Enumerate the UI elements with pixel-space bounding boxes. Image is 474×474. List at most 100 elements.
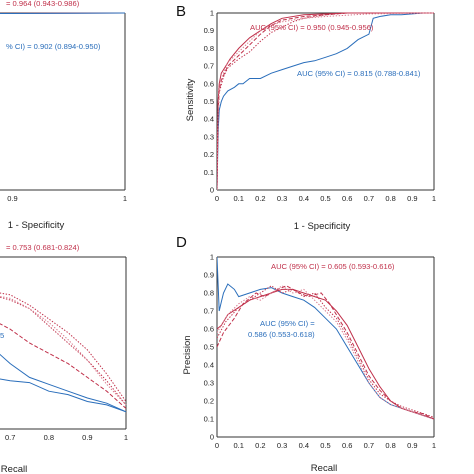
panel-b-x-tick-label: 0.9 bbox=[407, 194, 417, 203]
panel-d-x-tick-label: 0.1 bbox=[233, 441, 243, 450]
panel-d-series-line-4 bbox=[217, 285, 435, 418]
panel-c-x-tick-label: 1 bbox=[124, 433, 128, 442]
panel-b-series-line-3 bbox=[217, 12, 434, 191]
panel-d: D 0 0.1 0.2 0.3 0.4 0.5 0.6 0.7 0.8 0.9 1 0 0.1 0.2 0.… bbox=[176, 234, 436, 474]
panel-d-x-tick-label: 0.7 bbox=[364, 441, 374, 450]
panel-d-x-tick-label: 0.5 bbox=[320, 441, 330, 450]
panel-d-x-tick-label: 0.3 bbox=[277, 441, 287, 450]
panel-d-y-tick-label: 0.7 bbox=[204, 307, 214, 316]
panel-b-x-tick-label: 0.2 bbox=[255, 194, 265, 203]
panel-b-xlabel: 1 - Specificity bbox=[294, 221, 351, 232]
panel-b-y-tick-label: 0.8 bbox=[204, 44, 214, 53]
panel-b-y-tick-label: 0.6 bbox=[204, 79, 214, 88]
panel-b-y-tick-label: 0 bbox=[210, 186, 214, 195]
panel-c-series-line-1 bbox=[0, 378, 127, 413]
panel-a-auc-annotation: = 0.964 (0.943-0.986) bbox=[6, 0, 80, 8]
panel-d-x-tick-label: 0.2 bbox=[255, 441, 265, 450]
panel-b-y-tick-label: 0.5 bbox=[204, 97, 214, 106]
panel-b-y-tick-label: 0.1 bbox=[204, 168, 214, 177]
panel-b-auc-annotation: AUC (95% CI) = 0.950 (0.945-0.956) bbox=[250, 23, 374, 32]
panel-b-y-tick-label: 0.7 bbox=[204, 62, 214, 71]
panel-d-auc-annotation: AUC (95% CI) = 0.605 (0.593-0.616) bbox=[271, 262, 395, 271]
panel-d-x-tick-label: 0 bbox=[215, 441, 219, 450]
panel-d-y-tick-label: 0.4 bbox=[204, 361, 214, 370]
panel-a: 0.9 1 = 0.964 (0.943-0.986) % CI) = 0.902 (… bbox=[0, 0, 127, 231]
panel-a-series-line-2 bbox=[0, 12, 126, 15]
panel-c-x-tick-label: 0.7 bbox=[5, 433, 15, 442]
panel-c-series-line-2 bbox=[0, 353, 127, 413]
panel-c-series-line-5 bbox=[0, 295, 127, 406]
panel-c-x-tick-label: 0.8 bbox=[44, 433, 54, 442]
panel-b-letter: B bbox=[176, 3, 186, 20]
panel-c-series-line-4 bbox=[0, 296, 127, 406]
panel-b-series-group bbox=[217, 12, 435, 191]
panel-b-x-tick-label: 0.8 bbox=[385, 194, 395, 203]
panel-b-x-tick-label: 0.5 bbox=[320, 194, 330, 203]
panel-b: B 0 0.1 0.2 0.3 0.4 0.5 0.6 0.7 0.8 0.9 1 0 0.1 0.2 0.… bbox=[176, 3, 436, 232]
panel-b-auc-annotation: AUC (95% CI) = 0.815 (0.788-0.841) bbox=[297, 69, 421, 78]
panel-a-x-tick-label: 0.9 bbox=[7, 194, 17, 203]
panel-c: 0.7 0.8 0.9 1 = 0.753 (0.681-0.824) 5 Recall bbox=[0, 243, 128, 474]
panel-c-series-line-6 bbox=[0, 292, 127, 402]
panel-b-series-line-4 bbox=[217, 12, 434, 191]
panel-d-auc-annotation: 0.586 (0.553-0.618) bbox=[248, 330, 315, 339]
panel-d-series-line-5 bbox=[217, 285, 435, 420]
panel-b-series-line-2 bbox=[217, 12, 434, 191]
panel-d-auc-annotation: AUC (95% CI) = bbox=[260, 319, 315, 328]
panel-d-series-line-1 bbox=[217, 256, 435, 420]
panel-d-axes: 0 0.1 0.2 0.3 0.4 0.5 0.6 0.7 0.8 0.9 1 0 0.1 0.2 0.3 0… bbox=[204, 253, 437, 451]
panel-d-y-tick-label: 0.1 bbox=[204, 415, 214, 424]
panel-a-xlabel: 1 - Specificity bbox=[8, 220, 65, 231]
panel-d-y-tick-label: 0.5 bbox=[204, 343, 214, 352]
panel-a-series-group bbox=[0, 12, 126, 15]
panel-d-series-line-2 bbox=[217, 288, 435, 420]
panel-b-x-tick-label: 0.6 bbox=[342, 194, 352, 203]
panel-d-letter: D bbox=[176, 234, 187, 251]
panel-c-series-group bbox=[0, 292, 127, 413]
panel-b-series-line-5 bbox=[217, 12, 435, 191]
panel-d-y-tick-label: 0.9 bbox=[204, 271, 214, 280]
panel-b-x-tick-label: 0 bbox=[215, 194, 219, 203]
panel-c-auc-annotation: 5 bbox=[0, 331, 4, 340]
panel-d-y-tick-label: 0.8 bbox=[204, 289, 214, 298]
panel-b-y-tick-label: 1 bbox=[210, 9, 214, 18]
panel-d-xlabel: Recall bbox=[311, 463, 337, 474]
panel-d-ylabel: Precision bbox=[182, 335, 193, 374]
panel-c-xlabel: Recall bbox=[1, 464, 27, 474]
panel-a-auc-annotation: % CI) = 0.902 (0.894-0.950) bbox=[6, 42, 101, 51]
panel-d-plot: 0 0.1 0.2 0.3 0.4 0.5 0.6 0.7 0.8 0.9 1 0 0.1 0.2 0.3 0… bbox=[204, 253, 437, 451]
panel-b-axes: 0 0.1 0.2 0.3 0.4 0.5 0.6 0.7 0.8 0.9 1 0 0.1 0.2 0.3 0… bbox=[204, 9, 437, 204]
panel-b-y-tick-label: 0.9 bbox=[204, 26, 214, 35]
panel-b-x-tick-label: 0.3 bbox=[277, 194, 287, 203]
panel-d-series-line-3 bbox=[217, 285, 435, 420]
panel-b-y-tick-label: 0.4 bbox=[204, 115, 214, 124]
panel-d-x-tick-label: 1 bbox=[432, 441, 436, 450]
panel-b-x-tick-label: 1 bbox=[432, 194, 436, 203]
panel-c-series-line-3 bbox=[0, 323, 127, 409]
panel-d-series-group bbox=[217, 256, 435, 420]
panel-d-x-tick-label: 0.9 bbox=[407, 441, 417, 450]
panel-b-series-line-1 bbox=[217, 12, 434, 191]
panel-d-y-tick-label: 0.6 bbox=[204, 325, 214, 334]
panel-d-y-tick-label: 0.2 bbox=[204, 397, 214, 406]
panel-b-y-tick-label: 0.3 bbox=[204, 132, 214, 141]
panel-d-x-tick-label: 0.4 bbox=[299, 441, 309, 450]
panel-d-x-tick-label: 0.8 bbox=[385, 441, 395, 450]
panel-d-y-tick-label: 0 bbox=[210, 433, 214, 442]
panel-c-x-tick-label: 0.9 bbox=[82, 433, 92, 442]
panel-b-x-tick-label: 0.4 bbox=[299, 194, 309, 203]
panel-c-axes: 0.7 0.8 0.9 1 bbox=[0, 256, 128, 442]
panel-d-y-tick-label: 0.3 bbox=[204, 379, 214, 388]
panel-b-plot: 0 0.1 0.2 0.3 0.4 0.5 0.6 0.7 0.8 0.9 1 0 0.1 0.2 0.3 0… bbox=[204, 9, 437, 204]
panel-c-auc-annotation: = 0.753 (0.681-0.824) bbox=[6, 243, 80, 252]
panel-b-x-tick-label: 0.7 bbox=[364, 194, 374, 203]
panel-b-y-tick-label: 0.2 bbox=[204, 150, 214, 159]
panel-d-y-tick-label: 1 bbox=[210, 253, 214, 262]
panel-d-x-tick-label: 0.6 bbox=[342, 441, 352, 450]
panel-c-plot: 0.7 0.8 0.9 1 = 0.753 (0.681-0.824) 5 bbox=[0, 243, 128, 442]
panel-a-plot: 0.9 1 = 0.964 (0.943-0.986) % CI) = 0.902 (… bbox=[0, 0, 127, 203]
panel-b-x-tick-label: 0.1 bbox=[233, 194, 243, 203]
panel-b-ylabel: Sensitivity bbox=[185, 78, 196, 121]
panel-a-x-tick-label: 1 bbox=[123, 194, 127, 203]
